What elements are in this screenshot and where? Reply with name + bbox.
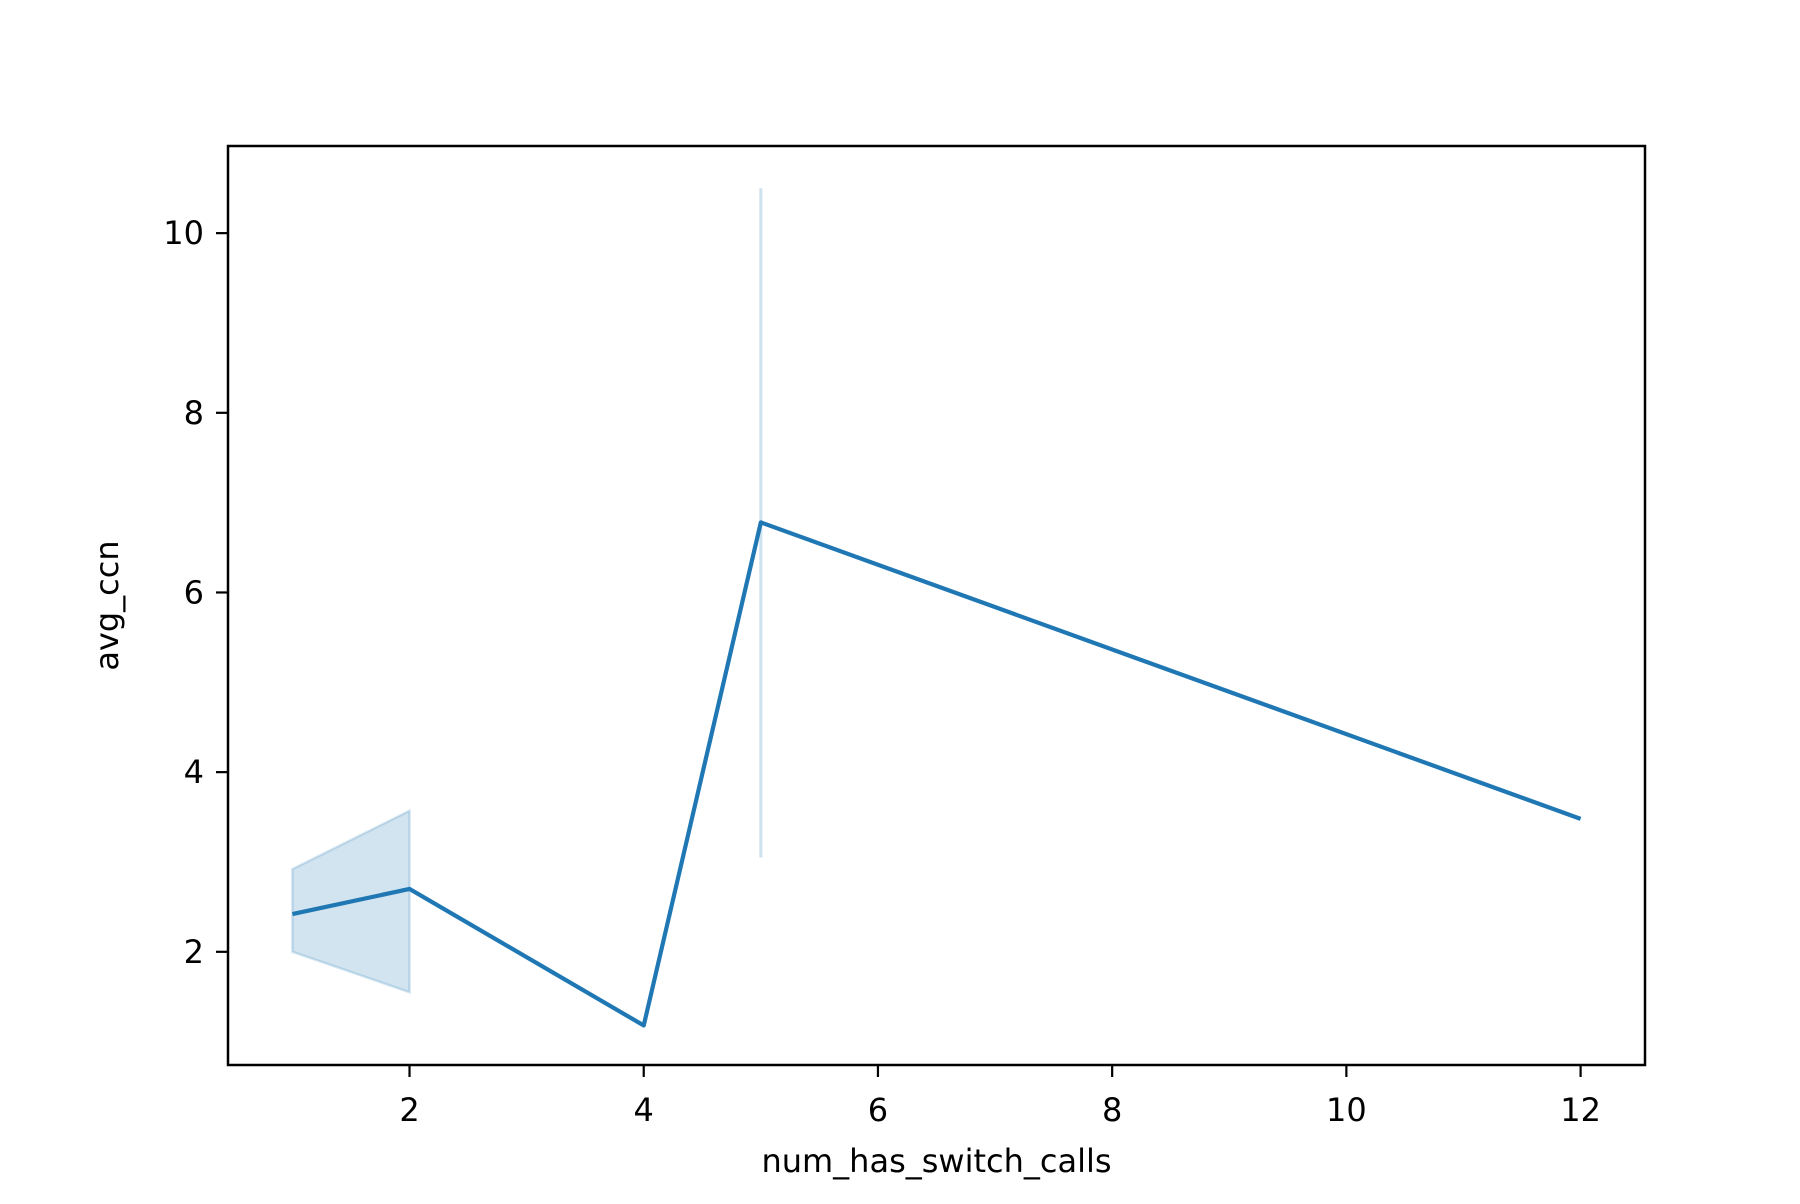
y-tick-label: 10 (163, 214, 204, 252)
x-tick-label: 8 (1102, 1091, 1122, 1129)
x-tick-label: 6 (868, 1091, 888, 1129)
plot-frame (228, 146, 1645, 1065)
y-tick-label: 2 (184, 933, 204, 971)
y-axis-label: avg_ccn (88, 540, 126, 670)
y-tick-label: 6 (184, 573, 204, 611)
y-tick-label: 8 (184, 394, 204, 432)
x-axis-ticks: 2 4 6 8 10 12 (399, 1065, 1601, 1129)
x-tick-label: 2 (399, 1091, 419, 1129)
series-line (292, 522, 1580, 1025)
y-axis-ticks: 2 4 6 8 10 (163, 214, 228, 971)
series-line-layer (292, 522, 1580, 1025)
x-tick-label: 4 (634, 1091, 654, 1129)
x-axis-label: num_has_switch_calls (761, 1142, 1111, 1180)
x-tick-label: 10 (1326, 1091, 1367, 1129)
x-tick-label: 12 (1560, 1091, 1601, 1129)
y-tick-label: 4 (184, 753, 204, 791)
